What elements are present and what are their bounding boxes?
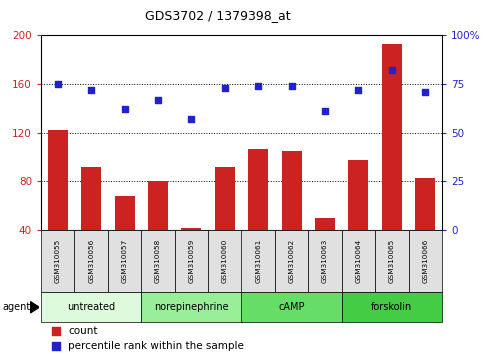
Point	[421, 89, 429, 95]
Bar	[342, 230, 375, 292]
Point	[154, 97, 162, 102]
Bar	[175, 230, 208, 292]
Text: count: count	[69, 326, 98, 336]
Bar	[208, 230, 242, 292]
Point	[187, 116, 195, 122]
Bar	[342, 292, 442, 322]
Bar	[348, 160, 369, 230]
Bar	[308, 230, 342, 292]
Bar	[315, 218, 335, 230]
Text: GSM310055: GSM310055	[55, 239, 61, 283]
Polygon shape	[30, 302, 39, 313]
Text: GSM310057: GSM310057	[122, 239, 128, 283]
Point	[87, 87, 95, 93]
Point	[321, 108, 329, 114]
Point	[288, 83, 296, 89]
Text: norepinephrine: norepinephrine	[154, 302, 229, 312]
Point	[255, 83, 262, 89]
Bar	[48, 130, 68, 230]
Point	[388, 68, 396, 73]
Bar	[81, 167, 101, 230]
Bar	[382, 44, 402, 230]
Text: forskolin: forskolin	[371, 302, 412, 312]
Text: GSM310058: GSM310058	[155, 239, 161, 283]
Bar	[248, 149, 268, 230]
Bar	[242, 230, 275, 292]
Bar	[375, 230, 409, 292]
Bar	[41, 230, 74, 292]
Point	[54, 81, 62, 87]
Text: agent: agent	[2, 302, 30, 312]
Text: GSM310060: GSM310060	[222, 239, 228, 283]
Bar	[114, 196, 135, 230]
Text: GSM310062: GSM310062	[289, 239, 295, 283]
Text: GSM310066: GSM310066	[422, 239, 428, 283]
Bar	[275, 230, 308, 292]
Bar	[215, 167, 235, 230]
Text: cAMP: cAMP	[278, 302, 305, 312]
Text: untreated: untreated	[67, 302, 115, 312]
Text: GSM310059: GSM310059	[188, 239, 194, 283]
Bar	[108, 230, 142, 292]
Bar	[282, 151, 301, 230]
Bar	[41, 292, 142, 322]
Bar	[148, 181, 168, 230]
Bar	[142, 292, 242, 322]
Bar	[182, 228, 201, 230]
Text: GSM310061: GSM310061	[255, 239, 261, 283]
Point	[121, 107, 128, 112]
Bar	[415, 178, 435, 230]
Bar	[409, 230, 442, 292]
Point	[52, 328, 59, 334]
Bar	[142, 230, 175, 292]
Text: GDS3702 / 1379398_at: GDS3702 / 1379398_at	[144, 9, 290, 22]
Bar	[74, 230, 108, 292]
Point	[52, 343, 59, 349]
Text: GSM310063: GSM310063	[322, 239, 328, 283]
Text: GSM310065: GSM310065	[389, 239, 395, 283]
Bar	[242, 292, 342, 322]
Text: percentile rank within the sample: percentile rank within the sample	[69, 341, 244, 351]
Text: GSM310056: GSM310056	[88, 239, 94, 283]
Text: GSM310064: GSM310064	[355, 239, 361, 283]
Point	[355, 87, 362, 93]
Point	[221, 85, 228, 91]
